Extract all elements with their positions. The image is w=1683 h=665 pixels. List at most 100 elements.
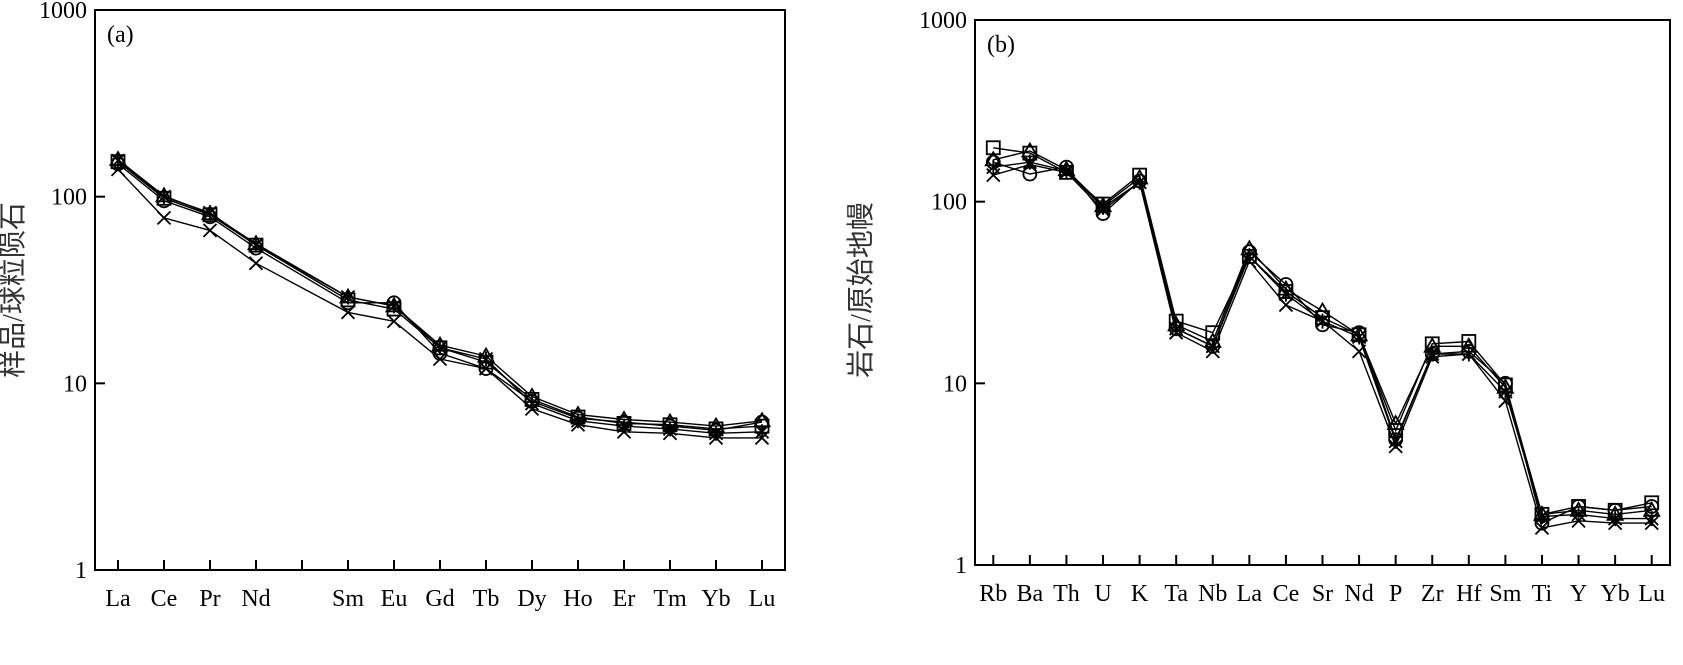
y-tick-label: 100 [51,185,87,211]
data-point-x [340,305,356,320]
x-tick-label: K [1131,581,1149,607]
x-tick-label: Th [1053,581,1080,607]
x-tick-label: P [1389,581,1402,607]
x-tick-label: La [105,586,131,612]
data-point-star [202,205,218,221]
data-point-star [1571,506,1586,522]
data-point-x [386,314,402,329]
series-line [117,160,763,435]
data-point-star [1095,199,1111,215]
y-tick-label: 100 [931,190,967,216]
data-point-x [248,256,264,271]
data-point-x [1498,393,1513,409]
x-tick-label: Sr [1312,581,1333,607]
x-tick-label: Yb [701,586,730,612]
x-tick-label: Y [1570,581,1587,607]
data-point-star [386,298,402,314]
y-tick-label: 1 [955,553,967,579]
x-tick-label: Ta [1164,581,1188,607]
panel-label: (a) [107,22,134,48]
data-point-x [1205,344,1220,359]
data-point-x [1388,439,1403,454]
data-point-x [202,223,218,238]
data-point-x [754,430,770,446]
data-point-star [1351,329,1367,345]
series-line [117,161,763,430]
data-point-x [478,361,494,376]
data-point-star [340,289,356,305]
data-point-star [1059,163,1074,179]
x-tick-label: Nd [241,586,270,612]
x-tick-label: Ti [1532,581,1553,607]
data-point-x [708,430,724,446]
series-line [993,161,1652,520]
data-point-x [1315,313,1330,329]
series-line [117,168,762,439]
x-tick-label: La [1237,581,1263,607]
y-tick-label: 1000 [39,0,87,24]
x-tick-label: Zr [1421,581,1444,607]
data-point-square [985,140,1001,156]
data-point-x [1607,515,1623,531]
x-tick-label: Lu [1638,581,1665,607]
data-point-x [570,417,586,432]
x-tick-label: Dy [517,586,546,612]
data-point-x [1242,254,1257,269]
x-tick-label: Gd [425,586,454,612]
x-tick-label: Sm [1489,581,1521,607]
data-point-x [1571,513,1586,528]
x-tick-label: Ba [1017,581,1044,607]
data-point-x [1169,325,1184,340]
x-tick-label: Tb [473,586,500,612]
chart-panel: 1 10 100 1000 岩石/原始地幔 (b) Rb Ba Th U K Ta Nb La Ce Sr Nd… [845,8,1671,607]
y-tick-label: 10 [943,371,967,397]
data-point-square [1644,495,1660,511]
data-point-triangle [1020,141,1039,158]
y-tick-label: 1 [75,558,87,584]
y-axis-title: 岩石/原始地幔 [845,202,877,378]
x-tick-label: Nb [1198,581,1227,607]
panel-label: (b) [987,32,1015,58]
data-point-x [156,210,172,225]
series-line [117,159,763,427]
data-point-x [1534,520,1550,536]
x-tick-label: Sm [332,586,364,612]
data-point-star [432,340,448,356]
y-tick-label: 1000 [919,8,967,34]
x-tick-label: Eu [381,586,408,612]
data-point-star [1425,346,1440,362]
y-tick-label: 10 [63,371,87,397]
series-line [993,161,1652,525]
x-tick-label: Yb [1600,581,1629,607]
data-point-x [524,401,540,416]
data-point-x [432,351,448,367]
data-point-x [1351,344,1367,359]
data-point-x [1095,202,1111,218]
y-axis-title: 样品/球粒陨石 [0,202,29,378]
data-point-x [1461,346,1476,362]
data-point-star [156,189,172,205]
x-tick-label: Ce [151,586,178,612]
data-point-x [616,424,632,439]
data-point-x [1059,165,1074,180]
x-tick-label: Rb [979,581,1007,607]
x-tick-label: Pr [199,586,220,612]
data-point-x [1278,297,1294,313]
data-point-x [110,162,126,177]
x-tick-label: Tm [653,586,687,612]
plot-frame [94,9,786,571]
data-point-star [1278,286,1294,302]
x-tick-label: Lu [749,586,776,612]
data-point-x [1132,175,1147,190]
x-tick-label: Er [613,586,636,612]
x-tick-label: Ce [1273,581,1300,607]
plot-frame [974,19,1671,566]
data-point-x [1644,515,1659,531]
x-tick-label: Ho [563,586,592,612]
data-point-x [1022,157,1038,172]
x-tick-label: U [1094,581,1111,607]
x-tick-label: Hf [1456,581,1481,607]
data-point-x [986,167,1001,183]
